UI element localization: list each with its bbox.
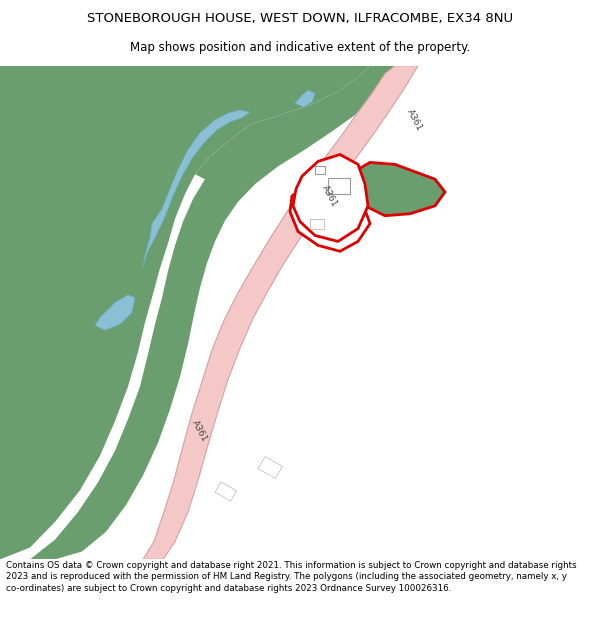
Text: A361: A361	[191, 419, 209, 443]
Bar	[215, 482, 236, 501]
Bar	[310, 219, 324, 229]
Polygon shape	[295, 90, 315, 107]
Polygon shape	[290, 161, 370, 251]
Text: A361: A361	[406, 107, 424, 132]
Polygon shape	[143, 110, 250, 268]
Polygon shape	[293, 154, 368, 241]
Bar	[315, 166, 325, 174]
Polygon shape	[358, 162, 445, 216]
Text: Map shows position and indicative extent of the property.: Map shows position and indicative extent…	[130, 41, 470, 54]
Polygon shape	[305, 186, 375, 229]
Polygon shape	[0, 66, 370, 559]
Polygon shape	[143, 66, 418, 559]
Polygon shape	[95, 295, 135, 330]
Text: Contains OS data © Crown copyright and database right 2021. This information is : Contains OS data © Crown copyright and d…	[6, 561, 577, 593]
Text: A361: A361	[320, 184, 340, 208]
Polygon shape	[30, 66, 395, 559]
Bar	[328, 178, 350, 194]
Text: STONEBOROUGH HOUSE, WEST DOWN, ILFRACOMBE, EX34 8NU: STONEBOROUGH HOUSE, WEST DOWN, ILFRACOMB…	[87, 12, 513, 25]
Bar	[258, 456, 283, 478]
